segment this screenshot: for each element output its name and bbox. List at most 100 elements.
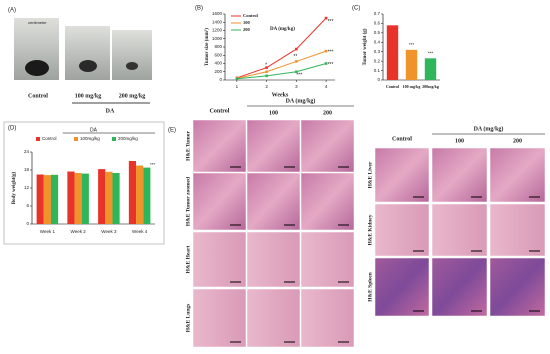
bar xyxy=(128,161,137,224)
histology-image xyxy=(300,172,355,231)
legend-label: Control xyxy=(243,13,259,18)
bar xyxy=(405,49,418,80)
histology-image xyxy=(246,119,301,173)
x-tick-label: Week 1 xyxy=(40,229,56,234)
group-label: 200 mg/kg xyxy=(119,93,146,99)
x-tick-label: Control xyxy=(386,84,400,89)
legend-label: 100 xyxy=(243,20,251,25)
bar xyxy=(50,174,59,224)
column-label: Control xyxy=(210,108,230,114)
bar xyxy=(136,165,144,224)
x-tick-label: 2 xyxy=(265,84,268,89)
y-tick-label: 1000 xyxy=(212,36,223,41)
legend-label: 200 xyxy=(243,27,251,32)
bar xyxy=(143,167,151,224)
ruler-text: centimeter xyxy=(28,20,47,25)
x-tick-label: Week 4 xyxy=(132,229,148,234)
marker xyxy=(324,16,328,20)
x-tick-label: 200mg/kg xyxy=(422,84,439,89)
histology-image xyxy=(192,231,247,288)
bar xyxy=(36,174,44,224)
tumor xyxy=(79,60,97,72)
histology-image xyxy=(431,257,488,317)
marker xyxy=(324,49,328,53)
row-label: H&E Lungs xyxy=(185,304,191,333)
y-axis-label: Tumor weight (g) xyxy=(363,28,368,65)
panel-label: (E) xyxy=(168,128,176,134)
bar xyxy=(98,169,106,224)
bar xyxy=(74,173,82,224)
group-label: Control xyxy=(28,93,48,99)
row-label: H&E Spleen xyxy=(367,272,373,302)
y-axis-label: Body weight(g) xyxy=(12,171,17,204)
bar xyxy=(386,25,399,80)
y-tick-label: 0.6 xyxy=(374,21,381,26)
histology-image xyxy=(489,147,546,203)
marker xyxy=(265,70,268,74)
column-label: Control xyxy=(392,136,412,142)
legend-swatch xyxy=(112,137,116,141)
annotation: *** xyxy=(328,49,334,55)
y-tick-label: 800 xyxy=(214,44,222,49)
y-tick-label: 400 xyxy=(214,61,222,66)
x-axis-label: Weeks xyxy=(272,92,289,98)
y-tick-label: 0.3 xyxy=(374,49,381,54)
x-tick-label: Week 3 xyxy=(101,229,117,234)
group-label: DA xyxy=(106,108,115,114)
panel-label: (B) xyxy=(195,6,203,12)
histology-image xyxy=(431,203,488,257)
y-tick-label: 0.2 xyxy=(374,58,381,63)
histology-image xyxy=(300,231,355,288)
annotation: *** xyxy=(409,42,415,47)
row-label: H&E Heart xyxy=(185,246,191,274)
y-tick-label: 18 xyxy=(24,167,30,172)
bar xyxy=(43,175,51,224)
histology-image xyxy=(374,203,430,257)
histology-image xyxy=(246,288,301,348)
marker xyxy=(265,66,268,69)
panel-label: (D) xyxy=(8,126,16,132)
legend-swatch xyxy=(74,137,78,141)
histology-image xyxy=(489,257,546,317)
legend-swatch xyxy=(36,137,40,141)
y-tick-label: 0 xyxy=(219,77,222,82)
legend-label: Control xyxy=(42,136,57,141)
histology-image xyxy=(246,172,301,231)
x-tick-label: 100 mg/kg xyxy=(403,84,421,89)
y-tick-label: 0 xyxy=(26,221,29,226)
histology-image xyxy=(192,119,247,173)
y-tick-label: 0.4 xyxy=(374,39,381,44)
y-tick-label: 0.1 xyxy=(374,68,381,73)
group-label: 100 mg/kg xyxy=(75,93,102,99)
bar xyxy=(112,173,120,224)
bar xyxy=(424,58,437,80)
annotation: *** xyxy=(296,72,302,78)
y-tick-label: 24 xyxy=(24,149,30,154)
x-tick-label: Week 2 xyxy=(71,229,87,234)
panel-label: (C) xyxy=(352,6,360,12)
column-label: 100 xyxy=(455,138,464,144)
annotation: *** xyxy=(328,62,334,68)
histology-image xyxy=(300,119,355,173)
annotation: *** xyxy=(150,162,156,167)
annotation: ** xyxy=(293,54,297,60)
marker xyxy=(324,62,328,65)
y-tick-label: 1600 xyxy=(212,11,223,16)
panel-frame xyxy=(3,121,165,245)
y-tick-label: 0.7 xyxy=(374,11,381,16)
marker xyxy=(235,77,239,81)
bar xyxy=(67,171,75,224)
histology-image xyxy=(192,172,247,231)
column-label: 200 xyxy=(323,110,332,116)
row-label: H&E Tumor zoomed xyxy=(185,177,191,226)
y-tick-label: 1400 xyxy=(212,19,223,24)
group-label: DA xyxy=(90,127,98,133)
y-tick-label: 1200 xyxy=(212,28,223,33)
column-label: 100 xyxy=(269,110,278,116)
legend-title: DA (mg/kg) xyxy=(270,27,295,32)
row-label: H&E Tumor xyxy=(185,131,191,161)
marker xyxy=(295,47,298,51)
histology-image xyxy=(374,257,430,317)
row-label: H&E Kidney xyxy=(367,214,373,245)
marker xyxy=(265,74,268,78)
